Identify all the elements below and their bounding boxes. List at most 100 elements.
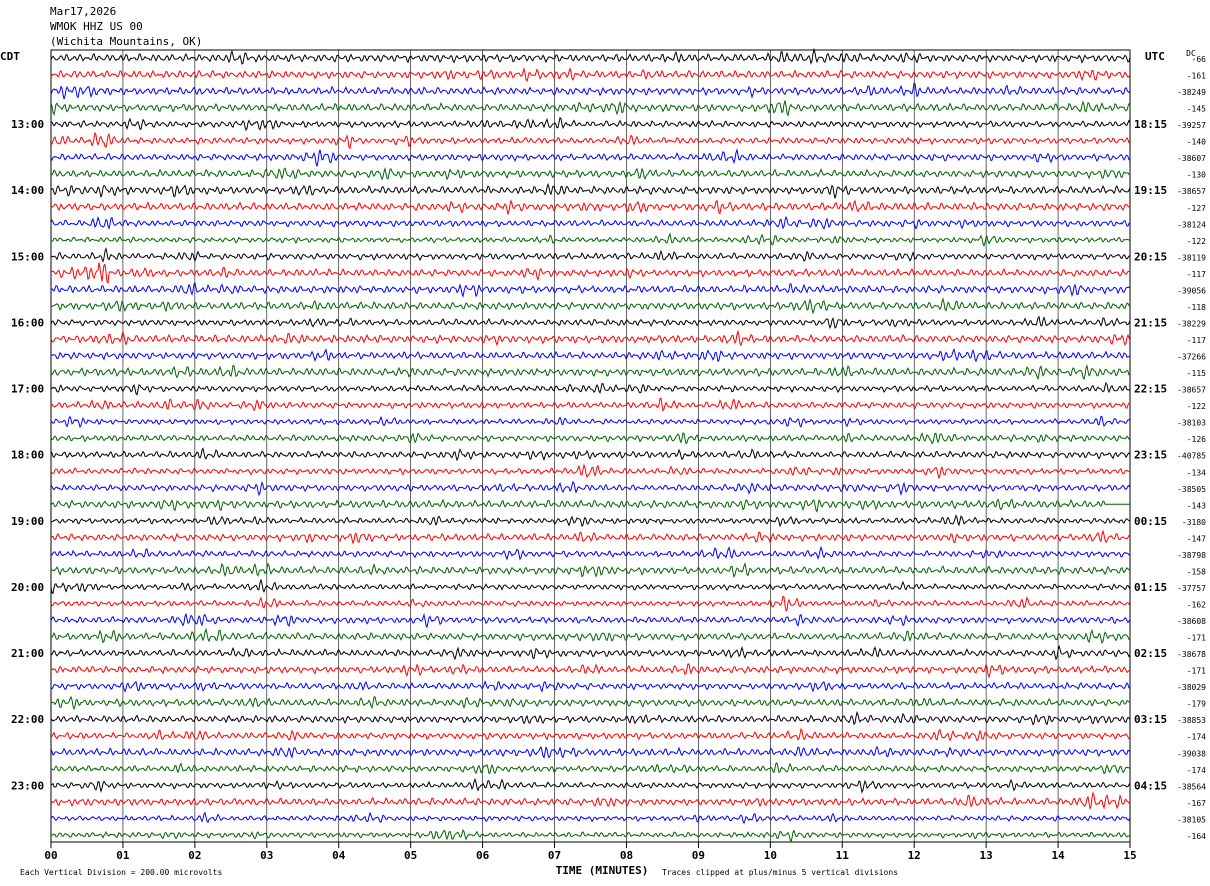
dc-offset-label: -143 [1187,501,1206,510]
seismic-trace [50,777,1131,794]
seismic-trace [50,480,1131,497]
dc-offset-label: -38103 [1177,419,1206,428]
seismic-trace [50,514,1131,528]
seismic-trace [50,166,1131,181]
seismic-trace [50,562,1131,579]
cdt-hour-label: 19:00 [11,515,44,528]
dc-offset-label: -40785 [1177,452,1206,461]
seismic-trace [50,131,1131,150]
seismic-trace [50,364,1131,381]
dc-offset-label: -38249 [1177,88,1206,97]
cdt-hour-label: 21:00 [11,647,44,660]
seismic-trace [50,262,1131,285]
dc-offset-label: -122 [1187,402,1206,411]
utc-hour-label: 03:15 [1134,713,1167,726]
plot-frame [50,49,1131,843]
dc-offset-label: -174 [1187,766,1206,775]
seismic-trace [50,745,1131,759]
seismic-trace [50,347,1131,363]
cdt-hour-label: 16:00 [11,316,44,329]
dc-header: DC [1186,49,1196,58]
clip-note: Traces clipped at plus/minus 5 vertical … [662,868,898,877]
seismic-trace [50,381,1131,396]
cdt-hour-label: 22:00 [11,713,44,726]
dc-offset-label: -117 [1187,270,1206,279]
dc-offset-label: -38608 [1177,617,1206,626]
x-tick-label: 00 [44,849,57,862]
seismic-trace [50,297,1131,315]
utc-hour-label: 00:15 [1134,515,1167,528]
seismic-trace [50,627,1131,644]
dc-offset-label: -37757 [1177,584,1206,593]
seismic-trace [50,329,1131,347]
x-tick-label: 05 [404,849,417,862]
x-tick-label: 09 [692,849,705,862]
scale-note: Each Vertical Division = 200.00 microvol… [20,868,222,877]
utc-hour-label: 02:15 [1134,647,1167,660]
seismic-trace [50,47,1131,65]
utc-hour-label: 22:15 [1134,383,1167,396]
seismic-trace [50,498,1131,513]
seismic-trace [50,315,1131,330]
seismic-trace [50,463,1130,480]
utc-hour-label: 18:15 [1134,118,1167,131]
seismic-trace [50,545,1131,561]
dc-offset-label: -39056 [1177,286,1206,295]
dc-offset-label: -147 [1187,534,1206,543]
dc-offset-label: -39038 [1177,749,1206,758]
dc-offset-label: -161 [1187,72,1206,81]
dc-offset-label: -38798 [1177,551,1206,560]
x-tick-label: 15 [1123,849,1136,862]
dc-offset-label: -37266 [1177,353,1206,362]
x-axis-title: TIME (MINUTES) [556,864,649,877]
seismic-trace [50,695,1131,711]
dc-offset-label: -66 [1192,55,1207,64]
dc-offset-label: -171 [1187,667,1206,676]
seismic-trace [50,811,1131,825]
seismic-trace [51,762,1131,775]
seismic-trace [50,215,1131,230]
cdt-hour-label: 17:00 [11,383,44,396]
seismic-trace [50,246,1131,263]
dc-offset-label: -39257 [1177,121,1206,130]
dc-offset-label: -3180 [1182,518,1206,527]
utc-hour-label: 23:15 [1134,449,1167,462]
utc-hour-label: 19:15 [1134,184,1167,197]
seismic-trace [50,727,1131,742]
x-tick-label: 13 [980,849,993,862]
dc-offset-label: -171 [1187,634,1206,643]
seismic-trace [50,663,1131,679]
dc-offset-label: -127 [1187,204,1206,213]
seismic-trace [50,117,1131,132]
dc-offset-label: -38124 [1177,220,1206,229]
cdt-hour-label: 23:00 [11,779,44,792]
seismic-trace [50,415,1131,428]
cdt-hour-label: 18:00 [11,449,44,462]
x-tick-label: 03 [260,849,273,862]
dc-offset-label: -118 [1187,303,1206,312]
seismic-trace [50,645,1131,661]
dc-offset-label: -38657 [1177,187,1206,196]
cdt-hour-label: 15:00 [11,250,44,263]
seismic-trace [50,182,1131,199]
seismic-trace [50,100,1131,117]
dc-offset-label: -38505 [1177,485,1206,494]
x-tick-label: 12 [908,849,921,862]
seismic-trace [50,82,1131,100]
dc-offset-label: -38564 [1177,782,1206,791]
seismic-trace [50,397,1131,412]
utc-hour-label: 04:15 [1134,779,1167,792]
dc-offset-label: -38678 [1177,650,1206,659]
dc-offset-label: -179 [1187,700,1206,709]
dc-offset-label: -38657 [1177,386,1206,395]
x-tick-label: 11 [836,849,850,862]
seismic-trace [50,432,1131,445]
x-tick-label: 07 [548,849,561,862]
dc-offset-label: -164 [1187,832,1206,841]
seismic-trace [50,612,1131,629]
dc-offset-label: -162 [1187,600,1206,609]
record-date: Mar17,2026 [50,5,117,18]
dc-offset-label: -115 [1187,369,1206,378]
dc-offset-label: -167 [1187,799,1206,808]
